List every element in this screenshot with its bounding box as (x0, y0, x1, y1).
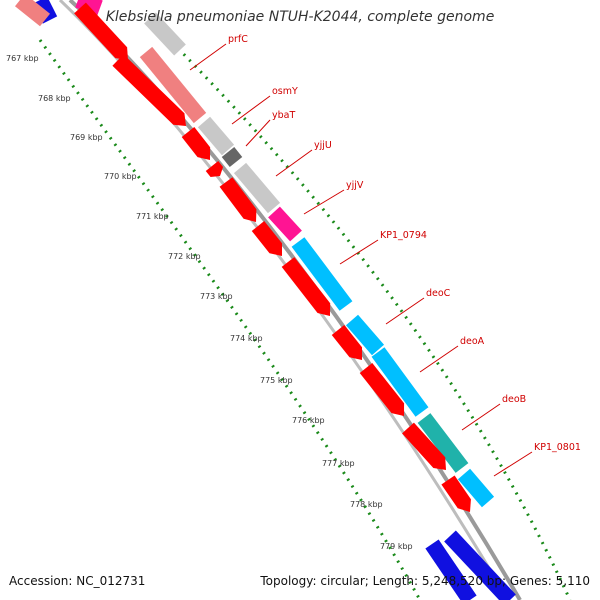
gene-label: KP1_0794 (380, 230, 427, 241)
label-layer: 767 kbp 768 kbp 769 kbp 770 kbp 771 kbp 772 k… (6, 34, 581, 551)
cds-red-feature (74, 2, 128, 60)
gene-leader-line (339, 239, 379, 265)
cds-blue-feature (425, 539, 477, 600)
KP1_0801-feature (457, 468, 495, 508)
gene-leader-line (303, 189, 345, 215)
gene-label: KP1_0801 (534, 442, 581, 453)
cds-red-feature (219, 177, 257, 222)
kbp-tick-label: 773 kbp (200, 292, 233, 301)
deoB-feature (417, 413, 469, 473)
outer-tick-ring (148, 18, 572, 600)
cds-red-feature (331, 325, 362, 360)
cds-blue-feature (444, 530, 516, 600)
kbp-tick-label: 767 kbp (6, 54, 39, 63)
gene-leader-line (275, 149, 313, 177)
cds-red-feature (281, 257, 331, 316)
deoC-feature (345, 314, 385, 356)
kbp-tick-label: 769 kbp (70, 133, 103, 142)
gene-label: deoA (460, 336, 485, 347)
kbp-tick-label: 778 kbp (350, 500, 383, 509)
gene-leader-line (385, 297, 425, 325)
gene-leader-line (231, 95, 271, 125)
cds-light-feature (15, 0, 50, 27)
cds-red-feature (441, 475, 471, 512)
kbp-tick-label: 772 kbp (168, 252, 201, 261)
kbp-tick-label: 779 kbp (380, 542, 413, 551)
kbp-tick-label: 768 kbp (38, 94, 71, 103)
cds-red-feature (359, 363, 405, 416)
gene-leader-line (419, 345, 459, 373)
gene-leader-line (245, 119, 271, 147)
ybaT-feature (221, 147, 243, 167)
gene-label: yjjV (346, 180, 364, 191)
osmY-feature (197, 116, 235, 156)
cds-red-feature (402, 422, 446, 470)
cds-red-feature (205, 161, 224, 177)
inner-tick-ring (38, 39, 422, 600)
kbp-tick-label: 774 kbp (230, 334, 263, 343)
kbp-tick-label: 777 kbp (322, 459, 355, 468)
gene-label: yjjU (314, 140, 332, 151)
yjjU-feature (233, 162, 281, 214)
gene-label: osmY (272, 86, 298, 97)
kbp-tick-label: 770 kbp (104, 172, 137, 181)
map-title: Klebsiella pneumoniae NTUH-K2044, comple… (105, 9, 495, 25)
kbp-tick-label: 775 kbp (260, 376, 293, 385)
cds-red-feature (251, 221, 282, 256)
deoA-feature (371, 347, 429, 417)
prfC-feature (139, 46, 207, 124)
genome-stats-text: Topology: circular; Length: 5,248,520 bp… (260, 574, 590, 588)
gene-leader-line (493, 451, 533, 477)
gene-label: deoB (502, 394, 526, 405)
kbp-tick-label: 771 kbp (136, 212, 169, 221)
gene-leader-line (189, 43, 227, 71)
gene-label: ybaT (272, 110, 295, 121)
yjjV-feature (268, 206, 302, 242)
KP1_0794-feature (291, 237, 353, 311)
cds-red-feature (112, 54, 186, 126)
kbp-tick-label: 776 kbp (292, 416, 325, 425)
accession-text: Accession: NC_012731 (9, 574, 146, 588)
feature-track (15, 0, 516, 600)
cds-gray-feature (144, 12, 186, 56)
gene-label: prfC (228, 34, 248, 45)
gene-leader-line (461, 403, 501, 431)
gene-label: deoC (426, 288, 451, 299)
cds-red-feature (181, 127, 211, 160)
